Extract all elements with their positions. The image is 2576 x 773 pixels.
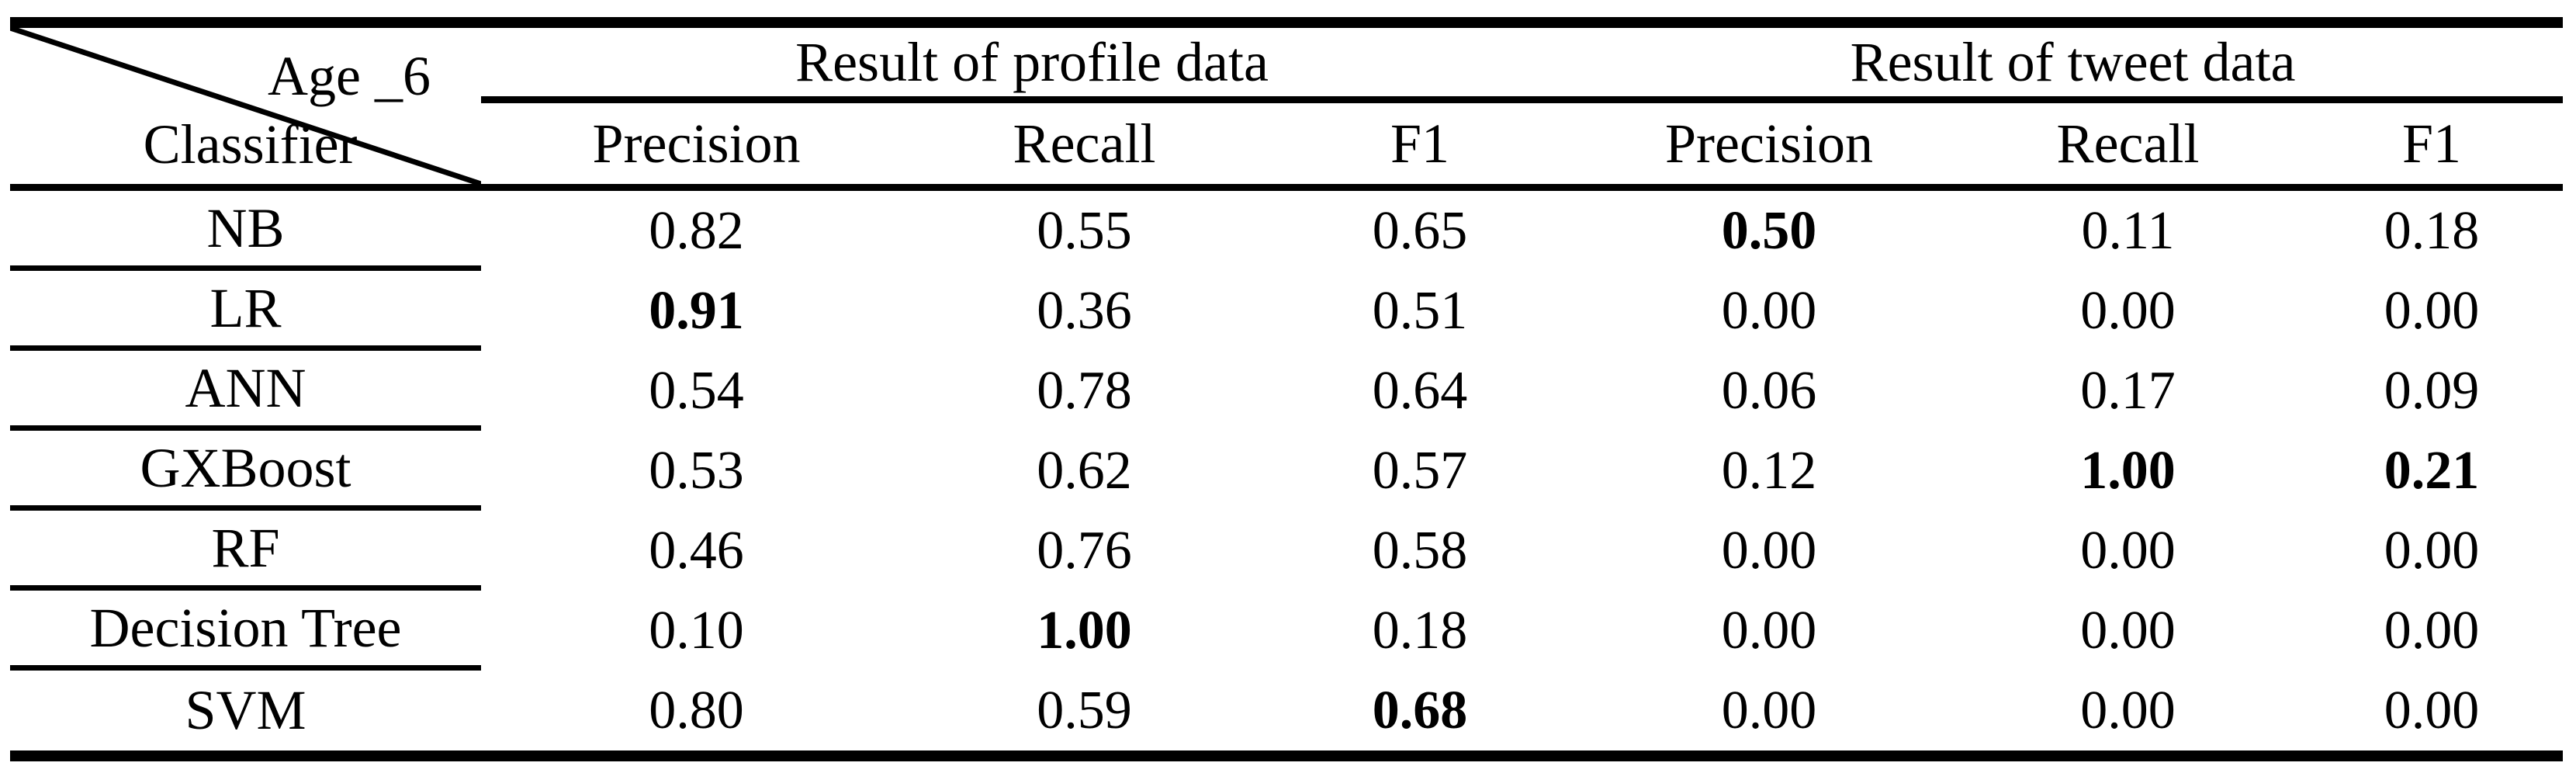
value-cell: 0.00	[2080, 600, 2176, 660]
table-row: LR 0.91 0.36 0.51 0.00 0.00 0.00	[10, 271, 2563, 351]
classifier-cell: NB	[10, 191, 481, 271]
value-cell: 0.00	[2384, 680, 2480, 740]
table-body: NB 0.82 0.55 0.65 0.50 0.11 0.18 LR 0.91 0.36 0.51…	[10, 191, 2563, 750]
value-cell: 0.00	[2384, 520, 2480, 581]
value-cell: 0.10	[649, 600, 744, 660]
classifier-cell: ANN	[10, 351, 481, 431]
value-cell: 0.00	[2080, 680, 2176, 740]
value-cell: 0.64	[1372, 360, 1468, 421]
value-cell: 0.00	[1721, 600, 1817, 660]
table-header: Age _6 Classifier Result of profile data…	[10, 28, 2563, 184]
corner-bottom-label: Classifier	[143, 113, 358, 175]
table-row: RF 0.46 0.76 0.58 0.00 0.00 0.00	[10, 511, 2563, 591]
value-cell: 0.65	[1372, 200, 1468, 261]
col-header-profile-precision: Precision	[592, 112, 801, 175]
value-cell: 0.50	[1721, 200, 1817, 261]
value-cell: 0.00	[1721, 680, 1817, 740]
value-cell: 0.58	[1372, 520, 1468, 581]
value-cell: 0.18	[2384, 200, 2480, 261]
classifier-cell: LR	[10, 271, 481, 351]
value-cell: 0.00	[2384, 600, 2480, 660]
value-cell: 0.12	[1721, 440, 1817, 501]
col-header-tweet-recall: Recall	[2056, 112, 2200, 175]
group-header-profile-data: Result of profile data	[481, 28, 1583, 103]
classifier-cell: GXBoost	[10, 431, 481, 511]
value-cell: 0.36	[1037, 280, 1132, 341]
value-cell: 0.62	[1037, 440, 1132, 501]
col-header-tweet-precision: Precision	[1665, 112, 1873, 175]
col-header-tweet-f1: F1	[2401, 112, 2462, 175]
value-cell: 0.11	[2081, 200, 2175, 261]
value-cell: 0.06	[1721, 360, 1817, 421]
table-row: Decision Tree 0.10 1.00 0.18 0.00 0.00 0.00	[10, 591, 2563, 671]
value-cell: 0.00	[1721, 520, 1817, 581]
value-cell: 0.68	[1372, 680, 1468, 740]
col-header-profile-recall: Recall	[1013, 112, 1156, 175]
value-cell: 0.00	[2080, 280, 2176, 341]
value-cell: 0.00	[2384, 280, 2480, 341]
table-top-rule	[10, 17, 2563, 28]
header-bottom-rule	[10, 184, 2563, 191]
value-cell: 0.57	[1372, 440, 1468, 501]
table-row: GXBoost 0.53 0.62 0.57 0.12 1.00 0.21	[10, 431, 2563, 511]
table-bottom-rule	[10, 750, 2563, 761]
table-row: SVM 0.80 0.59 0.68 0.00 0.00 0.00	[10, 671, 2563, 750]
value-cell: 0.18	[1372, 600, 1468, 660]
value-cell: 0.78	[1037, 360, 1132, 421]
value-cell: 0.80	[649, 680, 744, 740]
value-cell: 0.54	[649, 360, 744, 421]
table-row: ANN 0.54 0.78 0.64 0.06 0.17 0.09	[10, 351, 2563, 431]
classifier-cell: SVM	[185, 679, 306, 741]
results-table: Age _6 Classifier Result of profile data…	[10, 17, 2563, 761]
value-cell: 0.46	[649, 520, 744, 581]
col-header-profile-f1: F1	[1390, 112, 1450, 175]
value-cell: 0.59	[1037, 680, 1132, 740]
value-cell: 0.17	[2080, 360, 2176, 421]
table-row: NB 0.82 0.55 0.65 0.50 0.11 0.18	[10, 191, 2563, 271]
value-cell: 0.76	[1037, 520, 1132, 581]
value-cell: 0.21	[2384, 440, 2480, 501]
corner-header-cell: Age _6 Classifier	[10, 28, 481, 184]
value-cell: 0.91	[649, 280, 744, 341]
value-cell: 0.55	[1037, 200, 1132, 261]
value-cell: 1.00	[1037, 600, 1132, 660]
value-cell: 0.82	[649, 200, 744, 261]
diagonal-divider-line	[10, 28, 481, 184]
value-cell: 0.09	[2384, 360, 2480, 421]
classifier-cell: Decision Tree	[10, 591, 481, 671]
value-cell: 1.00	[2080, 440, 2176, 501]
value-cell: 0.53	[649, 440, 744, 501]
value-cell: 0.00	[2080, 520, 2176, 581]
classifier-cell: RF	[10, 511, 481, 591]
value-cell: 0.51	[1372, 280, 1468, 341]
corner-top-label: Age _6	[268, 45, 431, 107]
group-header-tweet-data: Result of tweet data	[1583, 28, 2563, 103]
value-cell: 0.00	[1721, 280, 1817, 341]
